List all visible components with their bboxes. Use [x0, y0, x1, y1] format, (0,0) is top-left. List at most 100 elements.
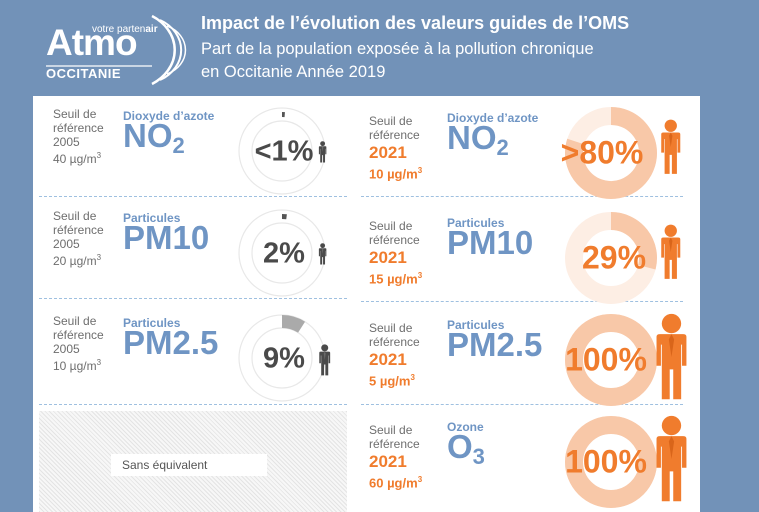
logo-region: OCCITANIE	[46, 66, 122, 81]
threshold-label: Seuil de référence 2021 10 µg/m3	[369, 114, 422, 181]
person-icon	[661, 119, 681, 174]
row-separator	[361, 404, 683, 405]
exposure-percent: 100%	[565, 341, 647, 378]
pollutant-name: NO2	[123, 117, 185, 158]
threshold-value: 10 µg/m3	[53, 358, 102, 373]
threshold-year: 2005	[53, 237, 80, 251]
threshold-value-unit-exponent: 3	[417, 475, 423, 484]
pollutant-category: Particules	[447, 318, 505, 332]
threshold-label-line1: Seuil de	[369, 219, 413, 233]
threshold-label-line2: référence	[369, 128, 420, 142]
donut-value-arc	[610, 212, 657, 270]
threshold-value: 40 µg/m3	[53, 151, 102, 166]
threshold-value-unit-exponent: 3	[96, 358, 102, 367]
pollutant-category: Particules	[123, 316, 181, 330]
logo-arcs-icon	[46, 14, 187, 86]
row-separator	[361, 301, 683, 302]
exposure-percent: <1%	[254, 135, 314, 168]
threshold-value: 10 µg/m3	[369, 166, 423, 182]
right-row-1-donut	[565, 212, 657, 304]
page-title: Impact de l’évolution des valeurs guides…	[201, 13, 630, 33]
right-row-0-donut	[565, 107, 657, 199]
threshold-label-line2: référence	[53, 223, 104, 237]
donut-inner-ring	[251, 120, 313, 182]
no-equivalent-area: Sans équivalent	[39, 411, 347, 512]
threshold-label: Seuil de référence 2021 60 µg/m3	[369, 423, 422, 490]
pollutant-name: PM10	[447, 224, 534, 261]
person-icon	[661, 224, 681, 279]
person-icon	[318, 243, 327, 265]
threshold-label-line1: Seuil de	[369, 114, 413, 128]
threshold-label: Seuil de référence 2005 40 µg/m3	[53, 107, 104, 166]
donut-value-arc	[565, 107, 657, 199]
threshold-label: Seuil de référence 2021 5 µg/m3	[369, 321, 420, 388]
no-equivalent-label: Sans équivalent	[111, 454, 267, 476]
pollutant-category: Dioxyde d’azote	[447, 111, 539, 125]
person-icon	[656, 415, 687, 502]
atmo-logo: Atmo votre partenair OCCITANIE	[34, 10, 194, 90]
pollutant-subscript: 2	[496, 135, 509, 160]
row-separator	[39, 404, 347, 405]
donut-value-arc	[281, 315, 306, 333]
exposure-percent: 2%	[263, 237, 305, 270]
infographic-panel: Sans équivalent Seuil de référence 2005 40 …	[33, 96, 700, 512]
page-subtitle-line2: en Occitanie Année 2019	[201, 63, 386, 81]
threshold-value-unit-exponent: 3	[96, 253, 102, 262]
threshold-label-line1: Seuil de	[53, 314, 97, 328]
donut-inner-ring	[251, 222, 313, 284]
threshold-value: 15 µg/m3	[369, 271, 423, 287]
threshold-label-line1: Seuil de	[53, 107, 97, 121]
threshold-value: 5 µg/m3	[369, 373, 415, 389]
header: Atmo votre partenair OCCITANIE Impact de…	[0, 0, 759, 96]
threshold-label-line2: référence	[53, 328, 104, 342]
threshold-label-line2: référence	[369, 437, 420, 451]
person-icon	[318, 141, 327, 163]
page-subtitle-line1: Part de la population exposée à la pollu…	[201, 40, 594, 58]
exposure-percent: 9%	[263, 342, 305, 375]
exposure-percent: 100%	[565, 443, 647, 480]
right-row-2-donut	[565, 314, 657, 406]
threshold-label-line1: Seuil de	[369, 321, 413, 335]
threshold-value: 20 µg/m3	[53, 253, 102, 268]
donut-value-arc	[565, 416, 657, 508]
threshold-label: Seuil de référence 2021 15 µg/m3	[369, 219, 422, 286]
threshold-value: 60 µg/m3	[369, 475, 423, 491]
threshold-year: 2021	[369, 452, 407, 471]
pollutant-category: Particules	[123, 211, 181, 225]
threshold-label-line2: référence	[369, 233, 420, 247]
threshold-value-unit-exponent: 3	[417, 271, 423, 280]
pollutant-name: NO2	[447, 119, 509, 160]
row-separator	[39, 196, 347, 197]
pollutant-category: Dioxyde d’azote	[123, 109, 215, 123]
pollutant-name: PM2.5	[447, 326, 543, 363]
threshold-label-line2: référence	[369, 335, 420, 349]
row-separator	[361, 196, 683, 197]
threshold-value-unit-exponent: 3	[96, 151, 102, 160]
threshold-value-unit-exponent: 3	[410, 373, 415, 382]
donut-value-arc	[565, 314, 657, 406]
threshold-year: 2021	[369, 143, 407, 162]
threshold-year: 2021	[369, 350, 407, 369]
threshold-year: 2005	[53, 135, 80, 149]
right-row-3-donut	[565, 416, 657, 508]
threshold-year: 2005	[53, 342, 80, 356]
person-icon	[656, 313, 687, 400]
threshold-label-line1: Seuil de	[369, 423, 413, 437]
threshold-year: 2021	[369, 248, 407, 267]
threshold-label: Seuil de référence 2005 20 µg/m3	[53, 209, 104, 268]
pollutant-subscript: 3	[472, 444, 485, 469]
exposure-percent: >80%	[560, 134, 644, 171]
threshold-label-line1: Seuil de	[53, 209, 97, 223]
pollutant-category: Particules	[447, 216, 505, 230]
threshold-label-line2: référence	[53, 121, 104, 135]
donut-inner-ring	[251, 327, 313, 389]
logo-tagline: votre partenair	[92, 24, 158, 35]
logo-name: Atmo	[46, 22, 138, 63]
pollutant-name: PM10	[123, 219, 210, 256]
row-separator	[39, 298, 347, 299]
pollutant-name: O3	[447, 428, 485, 469]
exposure-percent: 29%	[581, 239, 647, 276]
pollutant-subscript: 2	[172, 133, 185, 158]
threshold-value-unit-exponent: 3	[417, 166, 423, 175]
pollutant-name: PM2.5	[123, 324, 219, 361]
